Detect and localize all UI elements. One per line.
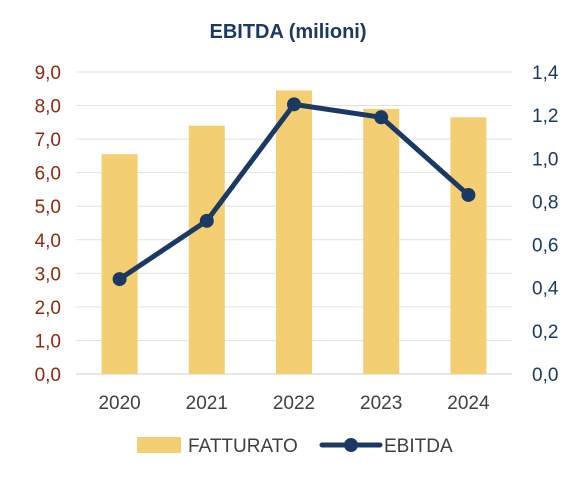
left-tick-label: 1,0 (35, 331, 61, 352)
legend-swatch-fatturato (137, 437, 181, 453)
right-tick-label: 0,0 (532, 365, 558, 386)
left-tick-label: 2,0 (35, 298, 61, 319)
x-axis-ticks: 2020 2021 2022 2023 2024 (98, 393, 490, 414)
left-tick-label: 3,0 (35, 264, 61, 285)
left-tick-label: 4,0 (35, 231, 61, 252)
right-tick-label: 0,4 (532, 279, 559, 300)
right-tick-label: 1,4 (532, 63, 559, 84)
chart-title: EBITDA (milioni) (209, 21, 366, 43)
legend: FATTURATO EBITDA (137, 436, 453, 457)
bar-2020 (101, 154, 138, 374)
bar-series-fatturato (101, 90, 487, 375)
legend-label-fatturato: FATTURATO (188, 436, 298, 457)
x-tick-label: 2022 (273, 393, 315, 414)
left-tick-label: 5,0 (35, 197, 61, 218)
x-tick-label: 2021 (186, 393, 228, 414)
left-tick-label: 7,0 (35, 130, 61, 151)
right-axis-ticks: 0,0 0,2 0,4 0,6 0,8 1,0 1,2 1,4 (532, 63, 559, 386)
line-series-ebitda (112, 97, 476, 287)
ebitda-point-2022 (287, 97, 301, 112)
ebitda-point-2024 (461, 187, 476, 202)
right-tick-label: 0,2 (532, 322, 558, 343)
left-tick-label: 0,0 (35, 365, 61, 386)
ebitda-point-2023 (374, 110, 389, 125)
bar-2022 (276, 90, 312, 374)
legend-label-ebitda: EBITDA (384, 436, 453, 457)
left-axis-ticks: 0,0 1,0 2,0 3,0 4,0 5,0 6,0 7,0 8,0 9,0 (35, 63, 61, 386)
right-tick-label: 1,2 (532, 106, 558, 127)
bar-2024 (450, 117, 487, 375)
legend-swatch-ebitda-marker (344, 438, 358, 452)
bar-2021 (188, 125, 225, 374)
bar-2023 (363, 108, 400, 375)
ebitda-point-2020 (112, 272, 127, 287)
x-tick-label: 2023 (360, 393, 402, 414)
left-tick-label: 6,0 (35, 164, 61, 185)
x-tick-label: 2024 (447, 393, 490, 414)
right-tick-label: 0,6 (532, 236, 558, 257)
ebitda-point-2021 (199, 213, 214, 228)
right-tick-label: 1,0 (532, 149, 558, 170)
left-tick-label: 9,0 (35, 63, 61, 84)
right-tick-label: 0,8 (532, 192, 558, 213)
left-tick-label: 8,0 (35, 97, 61, 118)
x-tick-label: 2020 (98, 393, 140, 414)
